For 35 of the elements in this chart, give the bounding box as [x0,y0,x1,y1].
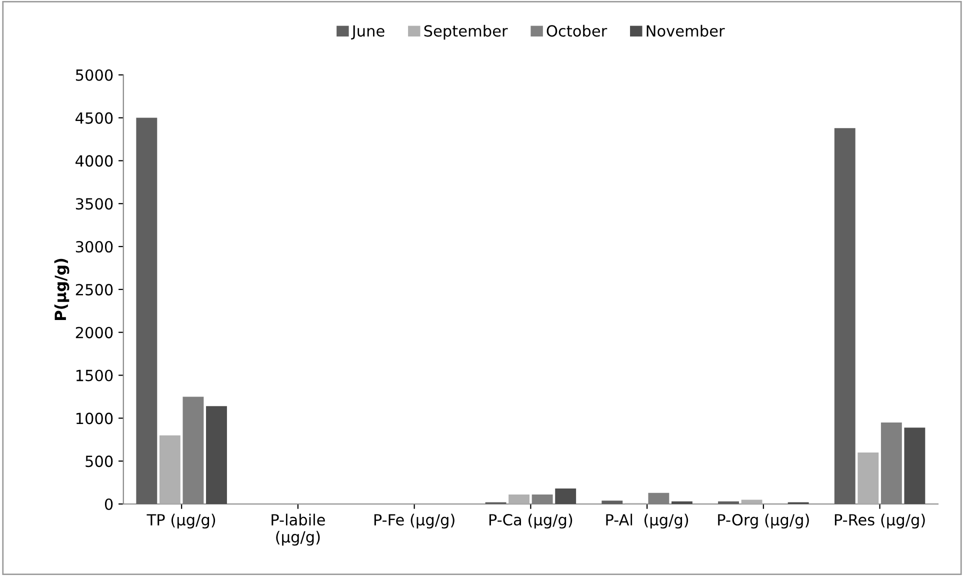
x-tick-label: P-labile (µg/g) [272,514,325,546]
x-tick-label: P-Ca (µg/g) [489,514,572,529]
x-tick-label: P-Res (µg/g) [834,514,925,529]
y-tick-label: 5000 [76,69,113,81]
y-tick-label: 500 [86,456,113,468]
bar [671,501,692,504]
y-tick-label: 4000 [76,155,113,167]
bar [206,406,227,504]
legend-label: September [424,24,508,40]
y-tick-label: 2000 [76,326,113,338]
bar [741,500,762,504]
bar [555,488,576,504]
bar [834,128,856,504]
bar [858,452,879,504]
x-tick-label: TP (µg/g) [146,514,216,529]
y-tick-label: 4500 [76,112,113,124]
bar [136,118,158,504]
x-tick-label: P-Al (µg/g) [606,514,688,529]
bar [718,501,739,504]
y-tick-label: 2500 [76,284,113,296]
x-tick-label: P-Fe (µg/g) [374,514,454,529]
y-tick-label: 3500 [76,198,113,210]
bar [904,428,926,504]
bar [159,435,180,504]
y-tick-label: 3000 [76,240,113,253]
y-tick-label: 1000 [76,412,113,424]
y-tick-label: 0 [104,498,113,510]
y-axis-title: P(µg/g) [54,258,70,320]
legend-label: October [546,24,608,37]
bar [508,494,530,504]
y-tick-label: 1500 [76,370,113,382]
x-tick-label: P-Org (µg/g) [718,514,809,529]
legend-label: June [351,25,384,40]
bar [602,500,623,504]
legend-label: November [646,24,725,37]
